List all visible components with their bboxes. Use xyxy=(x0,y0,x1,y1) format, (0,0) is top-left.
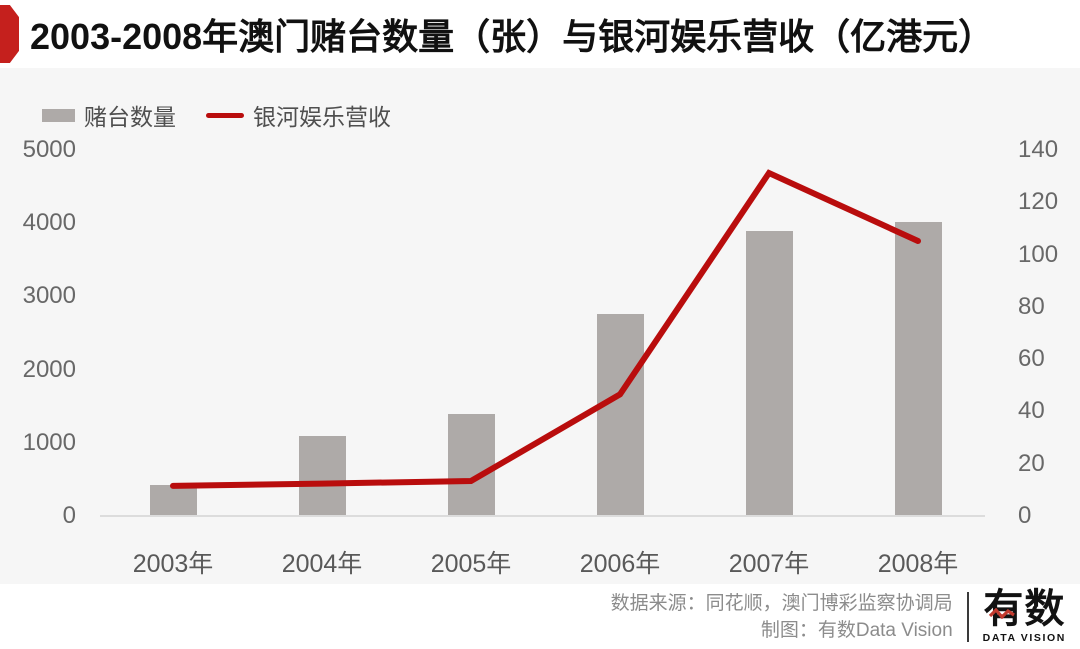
y-axis-tick-right: 80 xyxy=(1018,292,1045,320)
footer-credits: 数据来源：同花顺，澳门博彩监察协调局 制图：有数Data Vision xyxy=(611,590,953,644)
y-axis-tick-left: 2000 xyxy=(22,355,76,383)
line-series-swatch-icon xyxy=(206,112,244,118)
bar-2003年 xyxy=(149,484,197,516)
y-axis-tick-right: 40 xyxy=(1018,397,1045,425)
bar-2007年 xyxy=(745,230,793,516)
credit-line: 制图：有数Data Vision xyxy=(760,619,953,641)
footer-divider xyxy=(966,591,969,642)
y-axis-tick-right: 60 xyxy=(1018,345,1045,373)
y-axis-tick-right: 140 xyxy=(1018,136,1059,163)
bar-2008年 xyxy=(894,221,942,516)
x-axis-label: 2003年 xyxy=(132,550,214,578)
x-axis-line xyxy=(100,515,985,517)
x-axis-label: 2004年 xyxy=(281,550,363,578)
brand-logo: 有数 DATA VISION xyxy=(983,589,1066,644)
bar-series-swatch-icon xyxy=(42,108,75,122)
legend-item-revenue: 银河娱乐营收 xyxy=(206,98,391,132)
x-axis-label: 2008年 xyxy=(877,550,959,578)
y-axis-tick-left: 1000 xyxy=(22,428,76,456)
logo-wordmark: 有数 xyxy=(983,587,1066,631)
header: 2003-2008年澳门赌台数量（张）与银河娱乐营收（亿港元） xyxy=(0,0,1080,68)
legend-item-tables: 赌台数量 xyxy=(42,98,176,132)
y-axis-tick-right: 20 xyxy=(1018,449,1045,477)
legend-label-revenue: 银河娱乐营收 xyxy=(253,104,391,130)
bar-2004年 xyxy=(298,436,346,516)
y-axis-tick-left: 4000 xyxy=(22,209,76,237)
logo-subtext: DATA VISION xyxy=(982,632,1066,644)
y-axis-tick-right: 0 xyxy=(1018,502,1032,529)
x-axis-label: 2006年 xyxy=(579,550,661,578)
y-axis-tick-left: 3000 xyxy=(22,282,76,310)
logo-zigzag-icon xyxy=(989,608,1016,619)
x-axis-label: 2005年 xyxy=(430,550,512,578)
y-axis-tick-left: 0 xyxy=(62,502,76,529)
x-axis-label: 2007年 xyxy=(728,550,810,578)
red-ribbon-badge xyxy=(0,5,19,63)
chart-legend: 赌台数量 银河娱乐营收 xyxy=(42,98,391,132)
footer: 数据来源：同花顺，澳门博彩监察协调局 制图：有数Data Vision 有数 D… xyxy=(0,584,1080,649)
bar-2006年 xyxy=(596,313,644,516)
data-source-line: 数据来源：同花顺，澳门博彩监察协调局 xyxy=(610,592,953,614)
page-title: 2003-2008年澳门赌台数量（张）与银河娱乐营收（亿港元） xyxy=(30,16,995,57)
y-axis-tick-right: 100 xyxy=(1018,240,1059,268)
y-axis-tick-right: 120 xyxy=(1018,188,1059,216)
legend-label-tables: 赌台数量 xyxy=(84,104,176,130)
bar-2005年 xyxy=(447,414,495,516)
y-axis-tick-left: 5000 xyxy=(22,136,76,163)
